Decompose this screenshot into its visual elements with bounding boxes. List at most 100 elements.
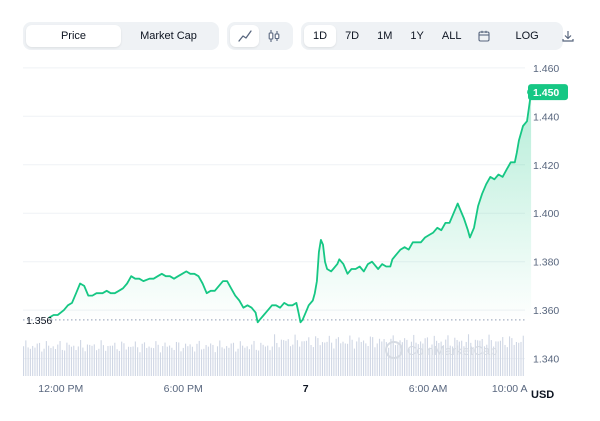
range-7d-button[interactable]: 7D (336, 25, 368, 47)
volume-bar (230, 343, 232, 376)
volume-bar (148, 346, 150, 376)
volume-bar (162, 346, 164, 376)
volume-bar (43, 348, 45, 376)
volume-bar (342, 341, 344, 376)
range-1y-button[interactable]: 1Y (401, 25, 432, 47)
volume-bar (301, 341, 303, 376)
volume-bar (214, 352, 216, 376)
volume-bar (239, 341, 241, 376)
x-tick-label: 6:00 PM (164, 383, 203, 395)
volume-bar (244, 347, 246, 376)
candlestick-icon (268, 30, 279, 42)
volume-bar (337, 337, 339, 376)
log-scale-button[interactable]: LOG (506, 25, 547, 47)
volume-bar (57, 344, 59, 376)
volume-bar (488, 334, 490, 376)
volume-bar (360, 341, 362, 376)
line-chart-button[interactable] (230, 25, 259, 47)
volume-bar (52, 346, 54, 376)
volume-bar (392, 335, 394, 376)
volume-bar (123, 343, 125, 376)
y-tick-label: 1.380 (533, 257, 559, 269)
volume-bar (456, 339, 458, 376)
range-1m-button[interactable]: 1M (368, 25, 401, 47)
volume-bar (283, 340, 285, 376)
volume-bar (388, 347, 390, 376)
volume-bar (45, 341, 47, 376)
volume-bar (472, 347, 474, 376)
volume-bar (461, 340, 463, 376)
volume-bar (413, 334, 415, 376)
volume-bar (296, 340, 298, 376)
volume-bar (118, 350, 120, 376)
volume-bar (347, 343, 349, 376)
volume-bar (520, 341, 522, 376)
volume-bar (278, 347, 280, 376)
volume-bar (285, 340, 287, 376)
volume-bar (146, 347, 148, 376)
range-all-button[interactable]: ALL (433, 25, 471, 47)
volume-bar (25, 340, 27, 376)
volume-bar (141, 343, 143, 376)
calendar-icon (478, 30, 491, 42)
volume-bar (374, 347, 376, 376)
y-tick-label: 1.460 (533, 63, 559, 75)
volume-bar (362, 340, 365, 376)
volume-bar (394, 345, 397, 376)
volume-bar (353, 348, 355, 376)
volume-bar (109, 345, 111, 376)
volume-bar (98, 348, 100, 376)
volume-bar (397, 344, 399, 376)
volume-bar (417, 344, 419, 376)
volume-bar (36, 343, 38, 376)
volume-bar (358, 337, 360, 376)
range-1d-button[interactable]: 1D (304, 25, 337, 47)
volume-bar (153, 348, 155, 376)
volume-bar (280, 339, 282, 376)
volume-bar (171, 347, 173, 376)
volume-bar (433, 335, 435, 376)
current-price-tag (528, 84, 568, 101)
volume-bar (205, 345, 207, 376)
volume-bar (365, 343, 367, 376)
volume-bar (260, 342, 262, 376)
volume-bar (513, 344, 515, 376)
volume-bar (253, 340, 255, 376)
volume-bar (406, 339, 408, 376)
calendar-button[interactable] (470, 25, 498, 47)
volume-bar (41, 351, 43, 376)
volume-bar (495, 341, 497, 376)
range-toggle: 1D 7D 1M 1Y ALL LOG (301, 22, 574, 50)
volume-bar (331, 342, 333, 376)
volume-bar (173, 349, 175, 376)
volume-bar (210, 343, 212, 376)
market-cap-tab[interactable]: Market Cap (121, 25, 216, 47)
price-tab[interactable]: Price (26, 25, 121, 47)
y-tick-label: 1.340 (533, 354, 559, 366)
volume-bar (132, 346, 134, 376)
volume-bar (228, 347, 230, 376)
volume-bar (440, 341, 442, 376)
price-area (49, 92, 532, 323)
volume-bar (376, 343, 378, 376)
volume-bar (408, 348, 410, 376)
volume-bar (34, 347, 36, 376)
volume-bar (166, 346, 168, 376)
volume-bar (274, 334, 276, 376)
candlestick-button[interactable] (259, 25, 288, 47)
open-price-label: 1.356 (26, 315, 52, 327)
volume-bar (356, 341, 358, 376)
volume-bar (454, 337, 456, 376)
volume-bar (401, 342, 403, 376)
volume-bar (93, 344, 95, 376)
volume-bar (194, 351, 196, 376)
volume-bar (27, 347, 29, 376)
volume-bar (200, 349, 203, 376)
download-button[interactable] (556, 25, 580, 47)
volume-bar (70, 346, 73, 376)
volume-bar (191, 346, 193, 376)
volume-bar (431, 344, 433, 376)
volume-bar (449, 345, 451, 376)
volume-bar (198, 340, 200, 376)
